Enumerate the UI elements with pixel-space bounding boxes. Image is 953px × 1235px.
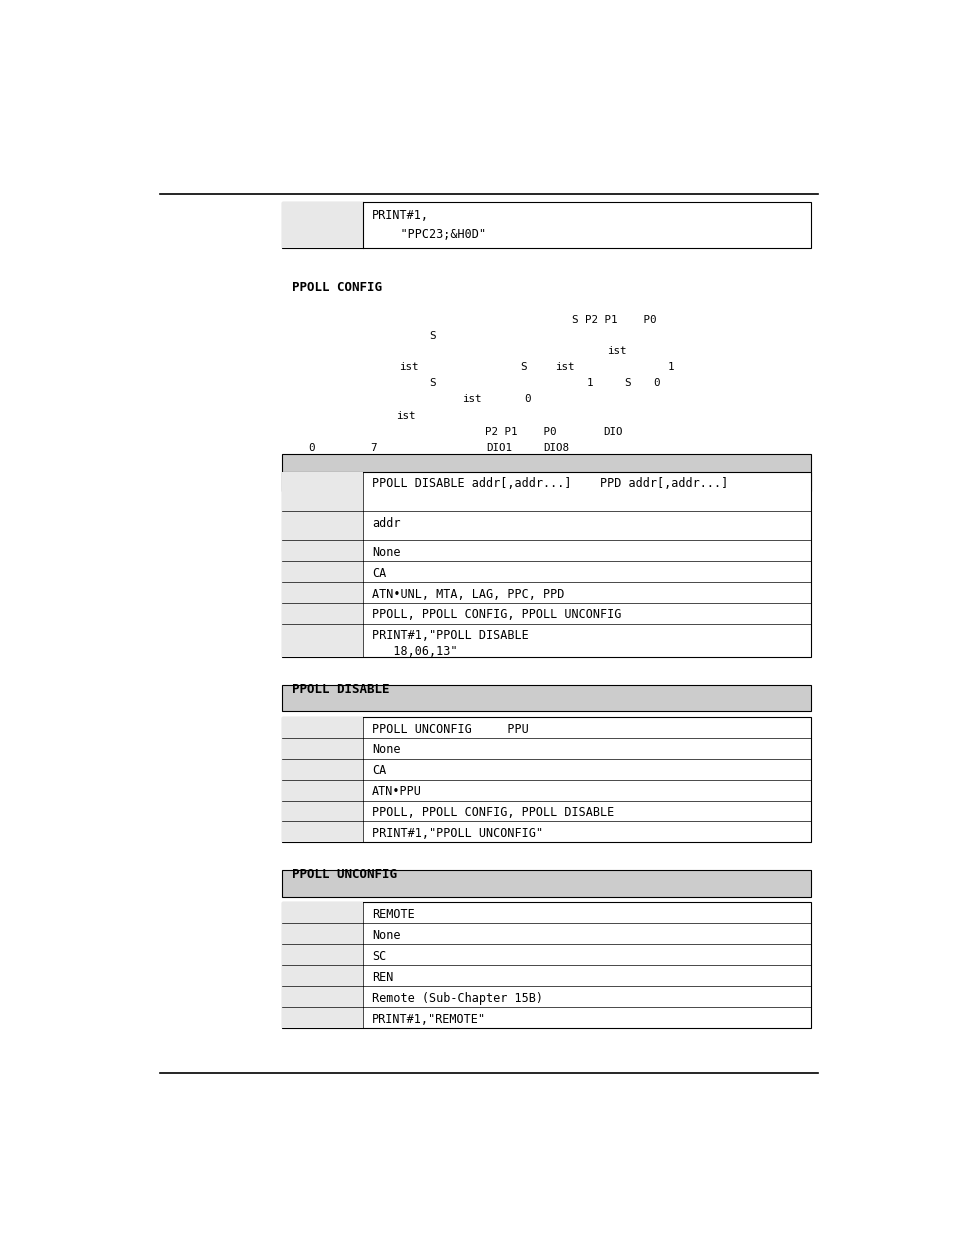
Text: S: S	[429, 331, 436, 341]
Bar	[282, 540, 363, 561]
Text: PPOLL, PPOLL CONFIG, PPOLL DISABLE: PPOLL, PPOLL CONFIG, PPOLL DISABLE	[372, 806, 614, 819]
Text: CA: CA	[372, 764, 386, 777]
Text: REMOTE: REMOTE	[372, 908, 415, 921]
Text: PPOLL DISABLE addr[,addr...]    PPD addr[,addr...]: PPOLL DISABLE addr[,addr...] PPD addr[,a…	[372, 477, 727, 490]
Bar	[282, 561, 363, 582]
Bar	[282, 903, 363, 924]
Text: PRINT#1,"REMOTE": PRINT#1,"REMOTE"	[372, 1013, 486, 1025]
Text: S P2 P1    P0: S P2 P1 P0	[571, 315, 656, 325]
Text: 7: 7	[370, 443, 376, 453]
Text: DIO: DIO	[603, 427, 622, 437]
Text: 1: 1	[586, 378, 593, 388]
Bar	[282, 779, 363, 800]
Bar	[282, 737, 363, 758]
Text: PRINT#1,"PPOLL DISABLE: PRINT#1,"PPOLL DISABLE	[372, 630, 528, 642]
Bar	[282, 986, 363, 1007]
Text: None: None	[372, 929, 400, 942]
Text: PRINT#1,"PPOLL UNCONFIG": PRINT#1,"PPOLL UNCONFIG"	[372, 827, 542, 840]
Bar	[282, 472, 810, 657]
Text: S: S	[520, 362, 527, 372]
Text: PRINT#1,: PRINT#1,	[372, 209, 429, 222]
Bar	[282, 624, 363, 657]
Bar	[282, 582, 363, 603]
Text: None: None	[372, 546, 400, 558]
Text: ist: ist	[554, 362, 574, 372]
Text: ist: ist	[396, 411, 416, 421]
Text: PPOLL UNCONFIG     PPU: PPOLL UNCONFIG PPU	[372, 722, 528, 736]
Bar	[282, 903, 810, 1028]
Text: S: S	[429, 378, 436, 388]
Text: 18,06,13": 18,06,13"	[372, 645, 457, 657]
Bar	[282, 454, 810, 490]
Text: None: None	[372, 743, 400, 757]
Text: "PPC23;&H0D": "PPC23;&H0D"	[372, 228, 486, 241]
Bar	[282, 716, 810, 842]
Text: 0: 0	[653, 378, 659, 388]
Text: ist: ist	[606, 346, 626, 356]
Bar	[282, 924, 363, 944]
Bar	[282, 869, 810, 897]
Bar	[282, 821, 363, 842]
Text: PPOLL, PPOLL CONFIG, PPOLL UNCONFIG: PPOLL, PPOLL CONFIG, PPOLL UNCONFIG	[372, 609, 620, 621]
Bar	[282, 684, 810, 711]
Text: Remote (Sub-Chapter 15B): Remote (Sub-Chapter 15B)	[372, 992, 542, 1005]
Text: S: S	[623, 378, 630, 388]
Bar	[282, 944, 363, 965]
Text: ist: ist	[462, 394, 481, 405]
Bar	[282, 800, 363, 821]
Text: CA: CA	[372, 567, 386, 579]
Bar	[282, 511, 363, 540]
Bar	[282, 472, 363, 511]
Bar	[282, 203, 810, 248]
Text: 1: 1	[667, 362, 674, 372]
Bar	[282, 203, 363, 248]
Text: 0: 0	[308, 443, 314, 453]
Text: PPOLL UNCONFIG: PPOLL UNCONFIG	[292, 868, 396, 881]
Bar	[282, 1007, 363, 1028]
Bar	[282, 716, 363, 737]
Text: SC: SC	[372, 950, 386, 963]
Text: ist: ist	[398, 362, 417, 372]
Text: DIO1: DIO1	[485, 443, 512, 453]
Bar	[282, 965, 363, 986]
Text: ATN•UNL, MTA, LAG, PPC, PPD: ATN•UNL, MTA, LAG, PPC, PPD	[372, 588, 564, 600]
Text: PPOLL DISABLE: PPOLL DISABLE	[292, 683, 389, 695]
Text: PPOLL CONFIG: PPOLL CONFIG	[292, 282, 381, 294]
Bar	[282, 758, 363, 779]
Text: DIO8: DIO8	[543, 443, 569, 453]
Text: REN: REN	[372, 971, 393, 984]
Text: 0: 0	[524, 394, 531, 405]
Text: addr: addr	[372, 517, 400, 530]
Text: P2 P1    P0: P2 P1 P0	[485, 427, 557, 437]
Text: ATN•PPU: ATN•PPU	[372, 785, 421, 798]
Bar	[282, 603, 363, 624]
